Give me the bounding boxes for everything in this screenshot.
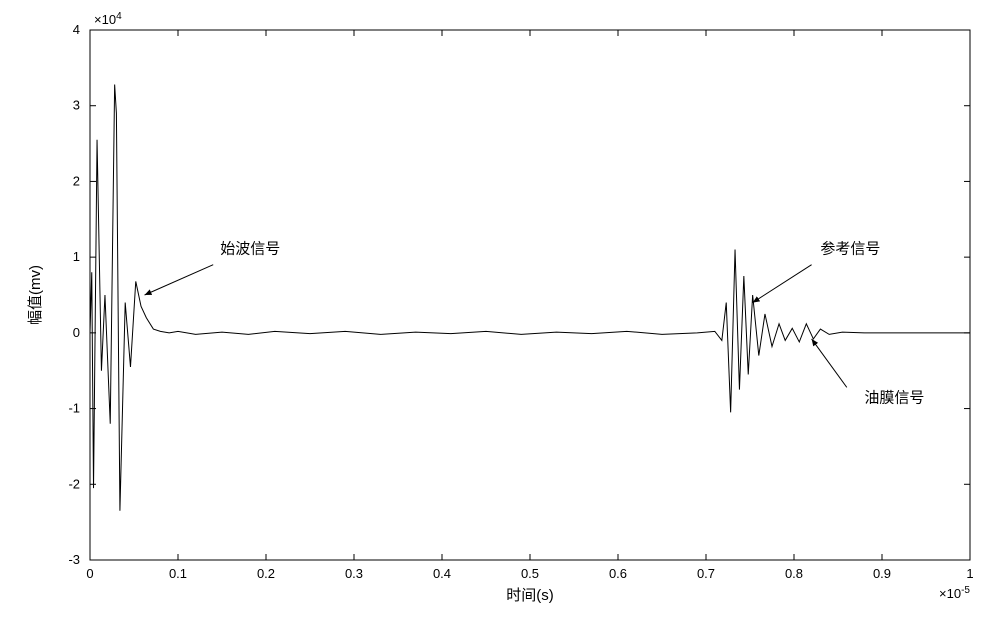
x-tick-label: 0.6: [609, 566, 627, 581]
y-tick-label: 2: [73, 173, 80, 188]
x-axis-label: 时间(s): [506, 587, 554, 604]
signal-chart: 0 0.1 0.2 0.3 0.4 0.5 0.6 0.7 0.8 0.9 1 -3 -2 -1 0 1 2 3 4…: [10, 10, 990, 618]
annotation-label: 始波信号: [220, 240, 280, 257]
y-tick-label: 0: [73, 325, 80, 340]
annotation-label: 参考信号: [820, 240, 880, 257]
y-exponent: ×104: [94, 11, 122, 28]
y-tick-label: 1: [73, 249, 80, 264]
signal-line: [90, 85, 970, 511]
annotation-arrow: [753, 265, 812, 303]
y-tick-label: 4: [73, 22, 80, 37]
y-tick-label: -2: [68, 476, 80, 491]
chart-svg: 0 0.1 0.2 0.3 0.4 0.5 0.6 0.7 0.8 0.9 1 -3 -2 -1 0 1 2 3 4…: [10, 10, 990, 618]
x-tick-label: 0.2: [257, 566, 275, 581]
y-tick-label: 3: [73, 98, 80, 113]
x-tick-label: 1: [966, 566, 973, 581]
x-tick-label: 0: [86, 566, 93, 581]
annotation-label: 油膜信号: [864, 390, 924, 407]
plot-box: [90, 30, 970, 560]
y-tick-label: -1: [68, 401, 80, 416]
x-tick-label: 0.1: [169, 566, 187, 581]
annotation-arrow: [145, 265, 214, 295]
x-tick-label: 0.5: [521, 566, 539, 581]
y-tick-label: -3: [68, 552, 80, 567]
x-tick-label: 0.4: [433, 566, 451, 581]
x-tick-label: 0.7: [697, 566, 715, 581]
y-axis-label: 幅值(mv): [27, 265, 44, 325]
x-tick-label: 0.3: [345, 566, 363, 581]
annotation-arrow: [812, 339, 847, 387]
x-tick-label: 0.8: [785, 566, 803, 581]
x-tick-label: 0.9: [873, 566, 891, 581]
x-exponent: ×10-5: [939, 585, 970, 602]
